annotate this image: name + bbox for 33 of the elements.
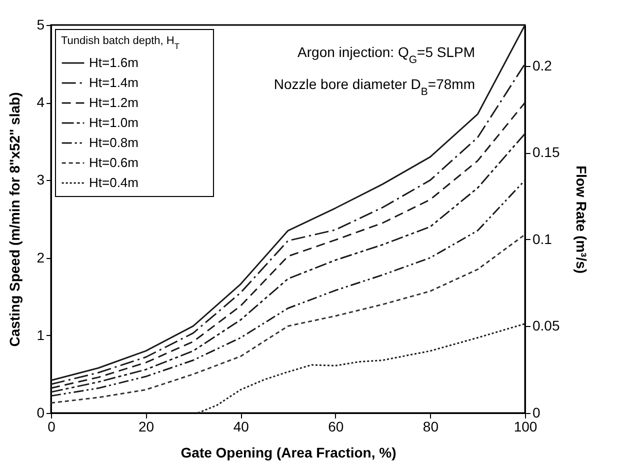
x-tick-label: 80 xyxy=(422,418,439,434)
x-tick-label: 0 xyxy=(48,418,56,434)
y2-tick-label: 0.05 xyxy=(532,318,560,334)
y-axis-title: Casting Speed (m/min for 8"x52" slab) xyxy=(6,92,23,347)
annotation: Argon injection: Q$_{G}$=5 SLPM xyxy=(298,44,475,66)
y-tick-label: 4 xyxy=(36,94,45,110)
x-tick-label: 40 xyxy=(233,418,250,434)
y-tick-label: 1 xyxy=(36,326,45,343)
legend-title: Tundish batch depth, H$_{T}$ xyxy=(61,35,180,50)
x-tick-label: 20 xyxy=(138,418,154,434)
legend-label: Ht=0.8m xyxy=(89,135,138,150)
x-tick-label: 60 xyxy=(328,418,344,434)
y2-axis-title: Flow Rate (m³/s) xyxy=(574,165,590,274)
y2-tick-label: 0.15 xyxy=(532,144,560,160)
legend-label: Ht=1.2m xyxy=(89,95,138,110)
y-tick-label: 5 xyxy=(36,16,45,32)
legend-label: Ht=1.0m xyxy=(89,115,138,130)
y-tick-label: 3 xyxy=(36,172,45,188)
legend-label: Ht=0.4m xyxy=(89,175,138,190)
y-tick-label: 2 xyxy=(36,249,45,266)
legend-label: Ht=0.6m xyxy=(89,155,138,170)
legend-label: Ht=1.4m xyxy=(89,75,138,90)
line-series xyxy=(197,323,526,414)
y-tick-label: 0 xyxy=(36,404,45,420)
x-tick-label: 100 xyxy=(514,418,538,434)
legend-label: Ht=1.6m xyxy=(89,55,138,70)
y2-tick-label: 0.1 xyxy=(532,230,552,247)
line-series xyxy=(50,234,526,404)
annotation: Nozzle bore diameter D$_{B}$=78mm xyxy=(274,76,475,98)
y2-tick-label: 0.2 xyxy=(532,57,552,74)
y2-tick-label: 0 xyxy=(532,404,540,420)
line-series xyxy=(50,179,526,397)
x-axis-title: Gate Opening (Area Fraction, %) xyxy=(180,444,396,460)
